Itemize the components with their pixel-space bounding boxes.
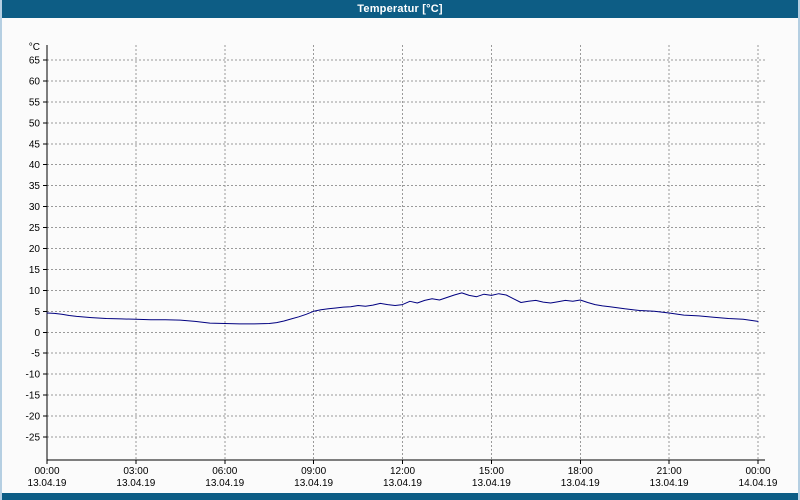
x-tick-time-label: 00:00 (745, 466, 770, 477)
window-title: Temperatur [°C] (357, 3, 443, 15)
y-tick-label: -5 (31, 349, 40, 360)
x-tick-date-label: 13.04.19 (383, 478, 422, 489)
x-tick-time-label: 06:00 (212, 466, 237, 477)
y-tick-label: 40 (29, 160, 41, 171)
x-tick-date-label: 13.04.19 (650, 478, 689, 489)
y-tick-label: 35 (29, 181, 41, 192)
y-tick-label: -20 (26, 412, 41, 423)
y-tick-label: -15 (26, 391, 41, 402)
x-tick-date-label: 13.04.19 (116, 478, 155, 489)
x-tick-time-label: 21:00 (657, 466, 682, 477)
y-tick-label: 0 (34, 328, 40, 339)
window-title-bar: Temperatur [°C] (2, 0, 798, 18)
y-tick-label: 15 (29, 265, 41, 276)
y-tick-label: 60 (29, 76, 41, 87)
x-tick-date-label: 13.04.19 (472, 478, 511, 489)
temperature-chart: 65 60 55 50 45 40 35 30 25 20 15 10 5 0 -5 -10 -15 -20 -25… (2, 18, 798, 493)
y-axis-unit-label: °C (29, 42, 40, 53)
temperature-chart-canvas: 65605550454035302520151050-5-10-15-20-25… (26, 42, 778, 489)
x-tick-time-label: 00:00 (34, 466, 59, 477)
x-tick-date-label: 13.04.19 (561, 478, 600, 489)
x-tick-date-label: 13.04.19 (205, 478, 244, 489)
y-tick-label: 55 (29, 97, 41, 108)
y-tick-label: 10 (29, 286, 41, 297)
x-tick-time-label: 18:00 (568, 466, 593, 477)
x-tick-time-label: 15:00 (479, 466, 504, 477)
y-tick-label: 5 (34, 307, 40, 318)
x-tick-date-label: 14.04.19 (739, 478, 778, 489)
y-tick-label: 45 (29, 139, 41, 150)
y-tick-label: 30 (29, 202, 41, 213)
x-tick-time-label: 12:00 (390, 466, 415, 477)
x-tick-time-label: 09:00 (301, 466, 326, 477)
x-tick-date-label: 13.04.19 (294, 478, 333, 489)
y-tick-label: 20 (29, 244, 41, 255)
window-bottom-bar (2, 493, 798, 500)
x-tick-date-label: 13.04.19 (28, 478, 67, 489)
y-tick-label: 65 (29, 56, 41, 67)
y-tick-label: -25 (26, 433, 41, 444)
temperature-line (46, 292, 759, 325)
y-tick-label: 50 (29, 118, 41, 129)
x-tick-time-label: 03:00 (123, 466, 148, 477)
y-tick-label: -10 (26, 370, 41, 381)
y-tick-label: 25 (29, 223, 41, 234)
